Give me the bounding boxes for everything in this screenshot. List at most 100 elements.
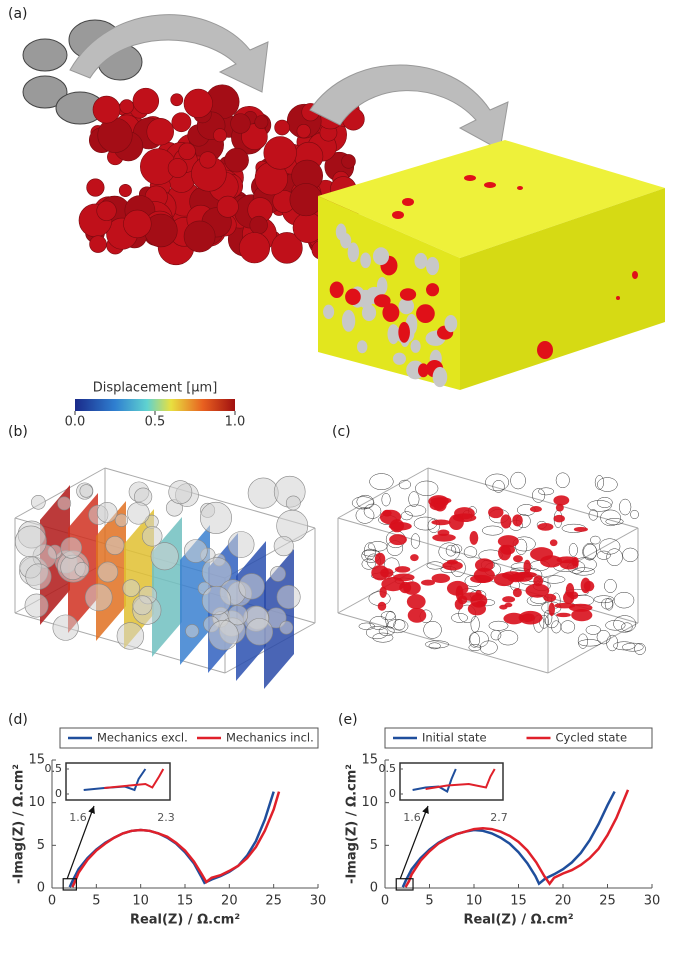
- particle-outline: [594, 475, 605, 490]
- section: [399, 288, 417, 301]
- section: [345, 288, 361, 306]
- particle: [22, 38, 68, 72]
- section: [361, 304, 377, 322]
- particle-outline: [613, 592, 635, 609]
- particle-outline: [588, 509, 599, 521]
- crack-region: [512, 514, 523, 527]
- crack-region: [407, 607, 427, 623]
- particle-outline: [122, 579, 140, 597]
- crack-region: [512, 588, 522, 598]
- crack-region: [583, 580, 595, 592]
- crack-region: [379, 586, 387, 598]
- crack-region: [548, 602, 555, 616]
- crack-region: [549, 539, 558, 547]
- red-particle: [224, 147, 249, 173]
- panel-label: (b): [8, 424, 28, 440]
- particle-outline: [404, 504, 427, 517]
- red-particle: [146, 117, 174, 146]
- particle-outline: [578, 639, 602, 647]
- crack-region: [553, 514, 565, 523]
- particle-outline: [490, 629, 502, 641]
- section: [414, 252, 428, 269]
- y-tick-label: 10: [28, 795, 45, 810]
- crack-region: [474, 558, 494, 572]
- red-particle: [167, 158, 188, 178]
- red-particle: [238, 232, 271, 264]
- particle-outline: [599, 538, 621, 555]
- particle-outline: [84, 583, 113, 612]
- legend-label: Cycled state: [556, 731, 628, 745]
- section: [360, 252, 371, 269]
- y-tick-label: 15: [28, 753, 45, 768]
- particle-outline: [596, 629, 611, 645]
- y-tick-label: 0: [37, 881, 45, 896]
- red-particle: [178, 142, 196, 161]
- box-edge: [14, 467, 106, 519]
- red-particle: [341, 154, 356, 169]
- particle-outline: [105, 535, 125, 555]
- particle-outline: [142, 526, 163, 547]
- section: [398, 321, 410, 343]
- particle-outline: [470, 616, 480, 633]
- section: [376, 277, 388, 295]
- particle-outline: [96, 501, 118, 523]
- inset-y-tick-label: 0.5: [45, 762, 63, 775]
- crack-region: [442, 561, 463, 571]
- section: [417, 363, 429, 378]
- section: [323, 304, 335, 319]
- box-edge: [337, 612, 549, 674]
- crack-region: [513, 555, 523, 563]
- particle-outline: [410, 533, 421, 549]
- section: [329, 281, 344, 299]
- particle-outline: [485, 473, 510, 492]
- particle-outline: [622, 642, 644, 652]
- particle-outline: [398, 479, 412, 490]
- particle-outline: [372, 632, 394, 643]
- section: [374, 294, 391, 308]
- particle-outline: [577, 633, 588, 649]
- particle-outline: [600, 509, 621, 527]
- crack-region: [432, 533, 456, 542]
- particle-outline: [24, 593, 49, 618]
- crack-region: [529, 506, 542, 513]
- y-tick-label: 10: [361, 795, 378, 810]
- red-particle: [263, 136, 297, 170]
- particle-outline: [366, 626, 388, 640]
- section: [432, 366, 448, 388]
- colorbar-tick-label: 1.0: [225, 415, 246, 430]
- crack-region: [500, 544, 516, 555]
- red-particle: [86, 178, 105, 197]
- particle-outline: [378, 625, 395, 637]
- particle-outline: [400, 511, 413, 521]
- crack-region: [399, 581, 412, 594]
- zoom-arrow: [399, 805, 429, 879]
- particle-outline: [605, 620, 626, 631]
- red-particle: [213, 128, 228, 143]
- crack-region: [393, 573, 415, 582]
- red-particle: [89, 235, 107, 253]
- crack-region: [377, 601, 387, 611]
- crack-region: [500, 514, 512, 529]
- particle-outline: [201, 585, 232, 616]
- particle-outline: [415, 480, 439, 497]
- x-tick-label: 5: [425, 894, 433, 909]
- particle-outline: [200, 501, 232, 534]
- section: [392, 211, 404, 219]
- crack-region: [389, 534, 407, 546]
- panel-label: (d): [8, 712, 28, 728]
- box-side: [460, 188, 665, 390]
- particle-outline: [247, 477, 279, 509]
- particle-outline: [227, 604, 248, 626]
- particle-outline: [622, 547, 639, 562]
- particle-outline: [97, 561, 119, 583]
- particle-outline: [606, 634, 619, 652]
- particle-outline: [408, 491, 420, 507]
- y-tick-label: 15: [361, 753, 378, 768]
- particle-outline: [279, 620, 294, 635]
- particle-outline: [380, 611, 396, 621]
- particle-outline: [79, 484, 93, 498]
- panel-label: (e): [338, 712, 358, 728]
- crack-region: [530, 547, 554, 561]
- crack-region: [371, 565, 389, 581]
- crack-region: [406, 594, 426, 610]
